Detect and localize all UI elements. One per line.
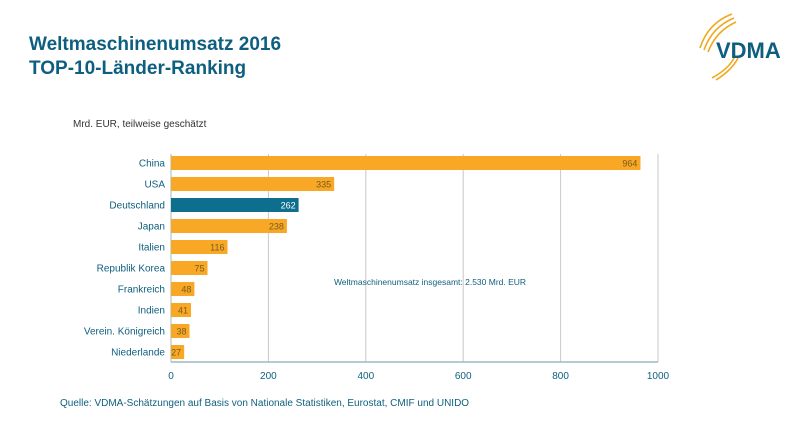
title-line-2: TOP-10-Länder-Ranking [29,58,247,79]
logo-text: VDMA [716,38,781,63]
data-label: 116 [210,243,224,253]
data-label: 48 [181,285,191,295]
bar [171,303,191,317]
data-label: 27 [171,348,181,358]
category-label: Verein. Königreich [84,327,165,338]
total-annotation: Weltmaschinenumsatz insgesamt: 2.530 Mrd… [334,277,526,287]
x-tick-label: 600 [455,371,472,382]
x-tick-label: 800 [552,371,569,382]
data-label: 262 [281,201,296,211]
data-label: 41 [178,306,188,316]
bar [171,198,299,212]
x-tick-label: 0 [168,371,174,382]
data-label: 335 [316,180,331,190]
title-line-1: Weltmaschinenumsatz 2016 [29,34,282,55]
category-label: Italien [138,243,165,254]
data-label: 238 [269,222,284,232]
category-label: Indien [138,306,165,317]
bar [171,282,195,296]
bar [171,156,641,170]
category-label: Deutschland [109,201,165,212]
vdma-logo: VDMA [690,8,790,88]
category-label: China [139,159,166,170]
data-label: 38 [176,327,186,337]
bar [171,324,190,338]
source-note: Quelle: VDMA-Schätzungen auf Basis von N… [60,398,470,409]
category-label: Frankreich [118,285,165,296]
data-label: 964 [622,159,637,169]
category-label: Republik Korea [97,264,166,275]
unit-label: Mrd. EUR, teilweise geschätzt [73,119,207,130]
bar [171,219,287,233]
bar [171,345,185,359]
data-label: 75 [195,264,205,274]
category-label: Japan [138,222,165,233]
category-label: USA [144,180,165,191]
bar [171,240,228,254]
logo-arcs-icon [699,13,739,81]
bar [171,177,335,191]
x-tick-label: 200 [260,371,277,382]
bar [171,261,208,275]
x-tick-label: 400 [357,371,374,382]
category-label: Niederlande [111,348,165,359]
x-tick-label: 1000 [647,371,670,382]
